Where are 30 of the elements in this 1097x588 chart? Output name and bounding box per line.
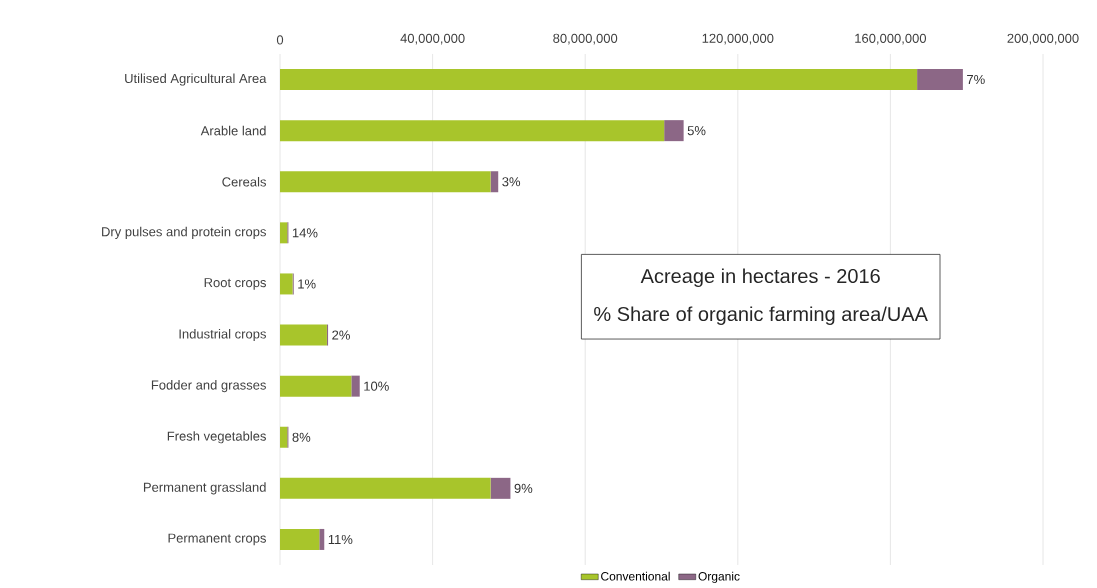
- x-tick-label: 80,000,000: [553, 33, 618, 45]
- y-tick-label: Fodder and grasses: [151, 380, 266, 393]
- x-tick-label: 200,000,000: [1007, 33, 1079, 45]
- annotation: 11%: [328, 534, 353, 544]
- y-tick-label: Dry pulses and protein crops: [102, 226, 266, 239]
- annotation: 9%: [514, 483, 533, 493]
- annotation: 3%: [502, 177, 521, 187]
- x-tick-label: 120,000,000: [702, 33, 774, 45]
- annotation: 10%: [364, 381, 389, 391]
- y-tick-label: Utilised Agricultural Area: [125, 73, 267, 86]
- legend-label: Conventional: [601, 571, 670, 581]
- y-tick-label: Permanent crops: [168, 533, 266, 546]
- y-tick-label: Cereals: [222, 176, 266, 187]
- annotation: % Share of organic farming area/UAA: [594, 306, 928, 326]
- annotation: Acreage in hectares - 2016: [640, 268, 880, 288]
- legend-label: Organic: [698, 571, 740, 583]
- x-tick-label: 0: [276, 35, 284, 45]
- annotation: 2%: [332, 330, 350, 340]
- y-tick-label: Arable land: [200, 125, 266, 136]
- annotation: 5%: [687, 126, 706, 136]
- y-tick-label: Permanent grassland: [143, 482, 266, 495]
- x-tick-label: 160,000,000: [855, 33, 927, 45]
- x-tick-label: 40,000,000: [400, 33, 465, 45]
- y-tick-label: Root crops: [204, 278, 266, 290]
- y-tick-label: Industrial crops: [179, 328, 266, 342]
- annotation: 7%: [967, 75, 985, 85]
- annotation: 1%: [298, 279, 316, 289]
- annotation: 8%: [292, 432, 311, 442]
- annotation: 14%: [292, 228, 318, 238]
- y-tick-label: Fresh vegetables: [167, 431, 266, 444]
